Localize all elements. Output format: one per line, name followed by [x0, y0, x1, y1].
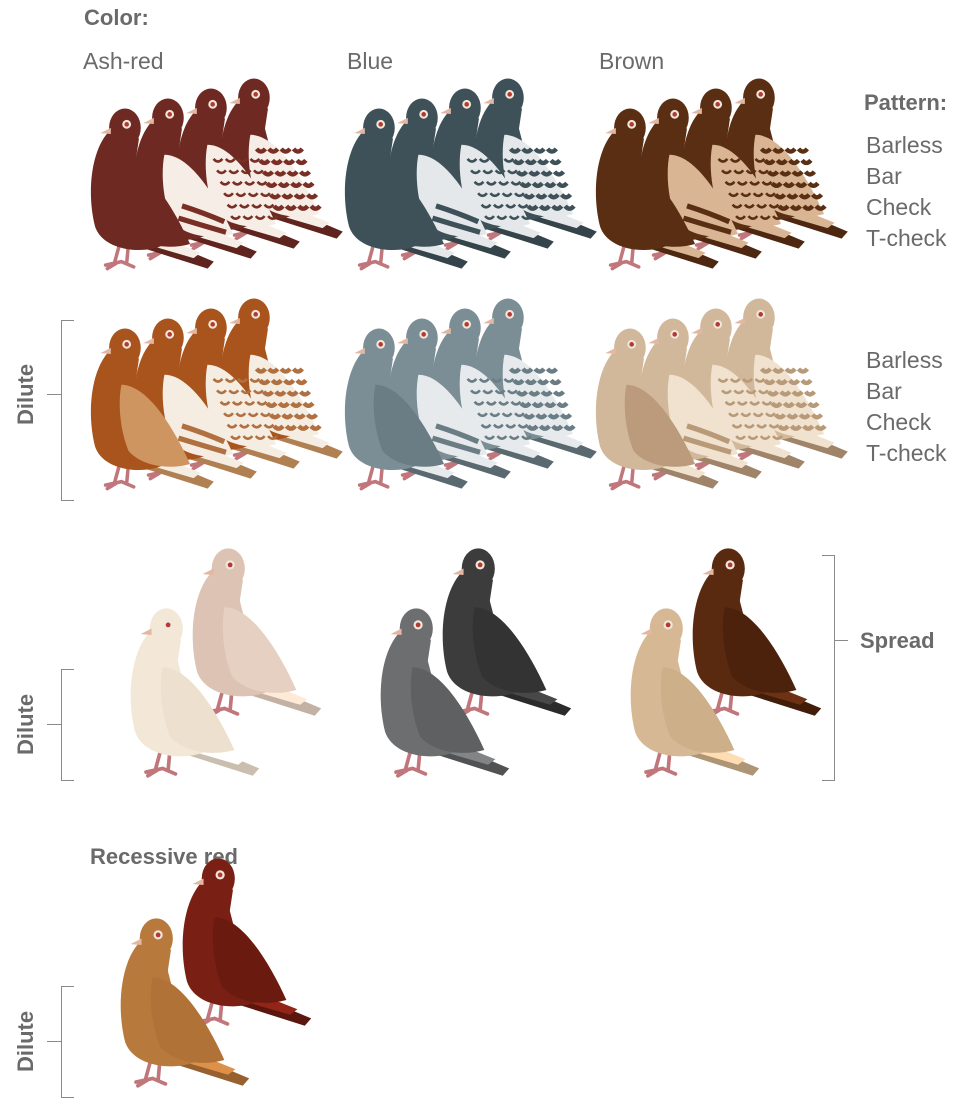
dilute-bracket-1 — [61, 320, 74, 501]
dilute-bracket-1-tick — [47, 394, 61, 395]
pigeon-spread-blue — [442, 548, 572, 718]
pattern-label-t-check: T-check — [866, 440, 947, 466]
pigeon-blue-barless — [344, 108, 468, 271]
pigeon-spread-brown-dilute — [630, 608, 760, 778]
column-label-ash-red: Ash-red — [83, 48, 164, 74]
spread-label: Spread — [860, 628, 935, 653]
dilute-bracket-2 — [61, 669, 74, 781]
pigeon-spread-blue-dilute — [380, 608, 510, 778]
dilute-bracket-3 — [61, 986, 74, 1098]
pigeon-spread-ash-red — [192, 548, 322, 718]
pigeon-blue-dilute-check — [430, 308, 554, 471]
pigeon-spread-ash-red-dilute — [130, 608, 260, 778]
pattern-label-bar: Bar — [866, 378, 902, 404]
pigeon-spread-brown — [692, 548, 822, 718]
pattern-list-1: Barless Bar Check T-check — [866, 130, 947, 254]
pigeon-brown-dilute-barless — [595, 328, 719, 491]
column-label-brown: Brown — [599, 48, 665, 74]
pattern-label-check: Check — [866, 194, 932, 220]
pigeon-ash-red-dilute-barless — [90, 328, 214, 491]
column-label-blue: Blue — [347, 48, 394, 74]
color-heading: Color: — [84, 5, 149, 30]
pattern-label-bar: Bar — [866, 163, 902, 189]
pigeon-brown-check — [681, 88, 805, 251]
pigeon-brown-barless — [595, 108, 719, 271]
pattern-label-check: Check — [866, 409, 932, 435]
pigeon-recessive-red — [182, 858, 312, 1028]
pattern-list-2: Barless Bar Check T-check — [866, 345, 947, 469]
dilute-bracket-3-tick — [47, 1041, 61, 1042]
dilute-bracket-2-tick — [47, 724, 61, 725]
pattern-label-barless: Barless — [866, 347, 943, 373]
pattern-label-t-check: T-check — [866, 225, 947, 251]
pigeon-ash-red-barless — [90, 108, 214, 271]
pigeon-recessive-red-dilute — [120, 918, 250, 1088]
spread-bracket-tick — [834, 640, 848, 641]
pattern-label-barless: Barless — [866, 132, 943, 158]
pigeon-blue-dilute-barless — [344, 328, 468, 491]
pattern-heading: Pattern: — [864, 90, 948, 115]
spread-bracket — [822, 555, 835, 781]
